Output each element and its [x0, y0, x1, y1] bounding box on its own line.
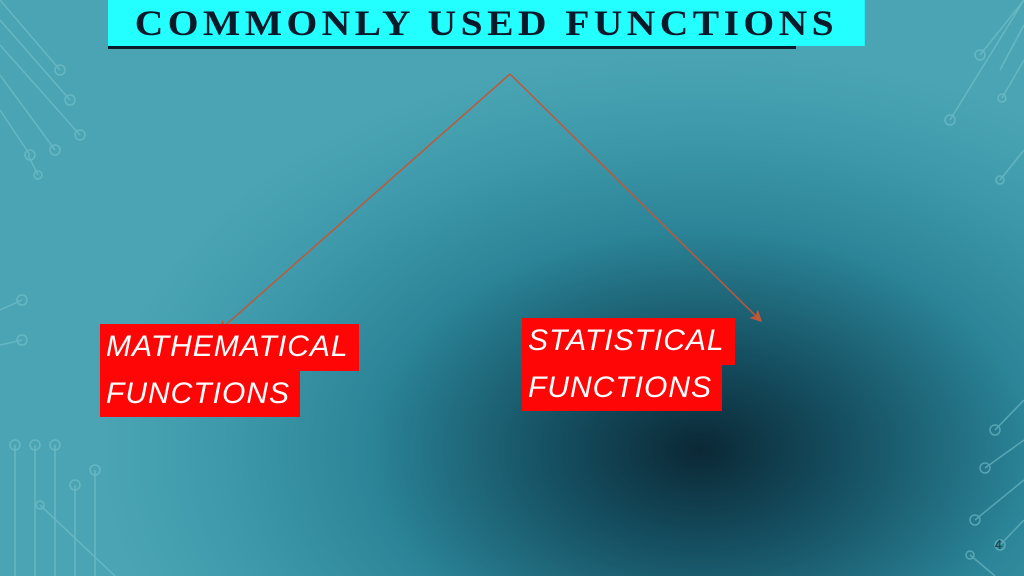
node-left-line2: FUNCTIONS	[100, 371, 300, 418]
node-right-line2: FUNCTIONS	[522, 365, 722, 412]
page-number: 4	[995, 537, 1002, 552]
node-left-line1: MATHEMATICAL	[100, 324, 359, 371]
title-underline	[108, 46, 796, 49]
branch-arrows	[0, 70, 1024, 350]
arrow-left	[220, 74, 510, 330]
node-right-line1: STATISTICAL	[522, 318, 735, 365]
node-statistical: STATISTICAL FUNCTIONS	[522, 318, 735, 411]
node-mathematical: MATHEMATICAL FUNCTIONS	[100, 324, 359, 417]
slide-title: COMMONLY USED FUNCTIONS	[108, 0, 865, 46]
arrow-right	[510, 74, 760, 320]
title-block: COMMONLY USED FUNCTIONS	[108, 0, 796, 49]
